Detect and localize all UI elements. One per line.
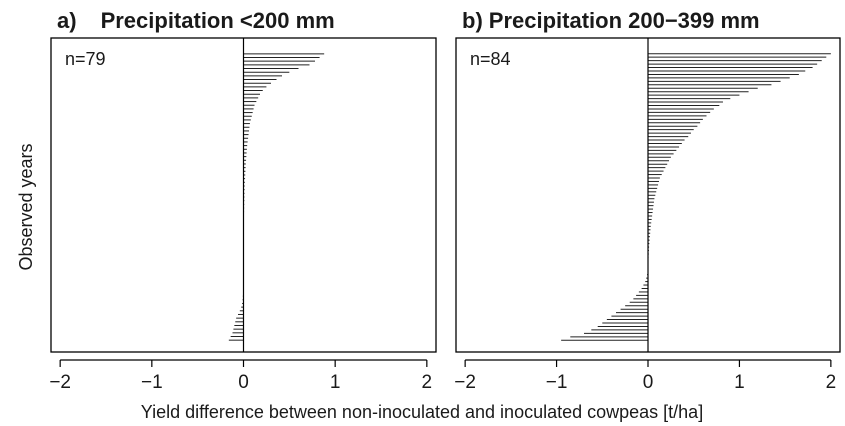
- panel-a-x-tick-label: 2: [422, 372, 433, 393]
- panel-a-n-annotation: n=79: [65, 49, 106, 69]
- panel-a-frame: [50, 37, 437, 353]
- panel-a-x-tick-label: −1: [141, 372, 163, 393]
- panel-b-x-tick-label: −1: [546, 372, 568, 393]
- panel-b-x-tick-label: 0: [643, 372, 654, 393]
- panel-b-x-tick-label: −2: [454, 372, 476, 393]
- y-axis-label: Observed years: [16, 143, 36, 270]
- panel-b-label: b): [462, 8, 483, 33]
- panel-a-x-tick-label: −2: [49, 372, 71, 393]
- panel-a-title: a) Precipitation <200 mm: [57, 8, 335, 33]
- panel-b-x-tick-label: 2: [826, 372, 837, 393]
- panel-a-x-tick-label: 1: [330, 372, 341, 393]
- panel-b-frame: [455, 37, 841, 353]
- panel-a-title-text: Precipitation <200 mm: [101, 8, 335, 33]
- panel-b-title-text: Precipitation 200−399 mm: [489, 8, 760, 33]
- panel-b-n-annotation: n=84: [470, 49, 511, 69]
- x-axis-label: Yield difference between non-inoculated …: [141, 402, 703, 422]
- panel-b-title: b) Precipitation 200−399 mm: [462, 8, 760, 33]
- panel-b-x-tick-label: 1: [734, 372, 745, 393]
- panel-a-x-tick-label: 0: [238, 372, 249, 393]
- panel-a-label: a): [57, 8, 77, 33]
